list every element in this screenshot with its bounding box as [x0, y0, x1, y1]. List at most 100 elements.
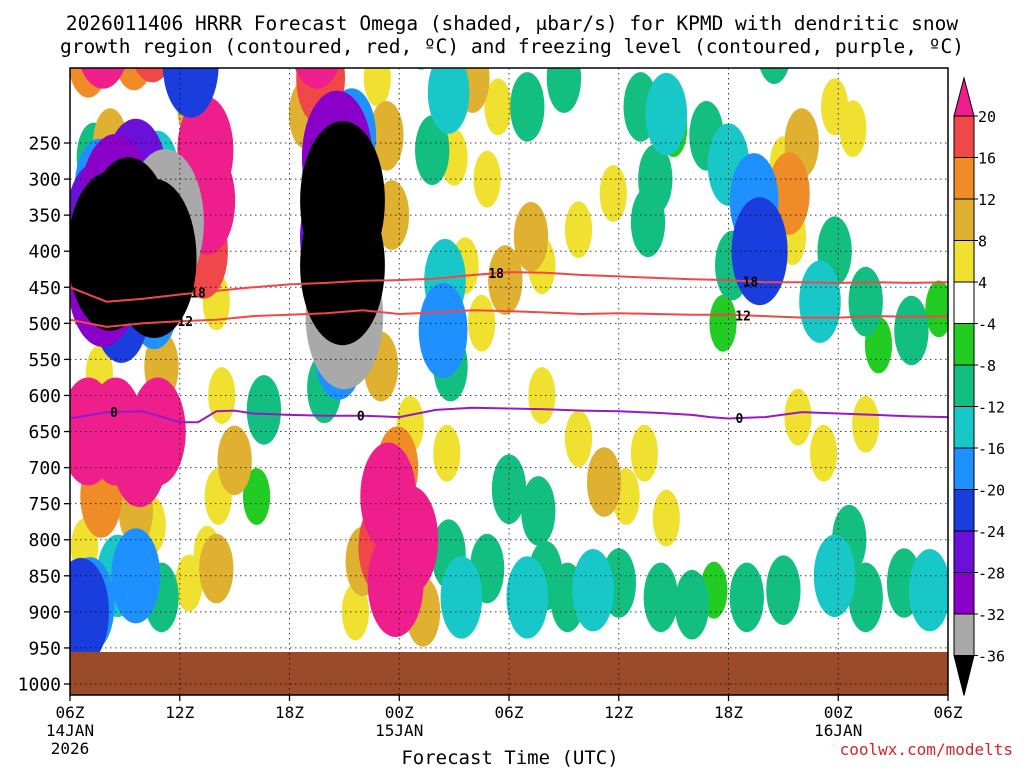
pressure-tick-label: 800	[28, 530, 61, 551]
omega-cell	[813, 534, 856, 617]
time-tick-label: 00Z	[385, 703, 414, 722]
omega-cell	[674, 569, 710, 640]
omega-cell	[564, 410, 593, 468]
colorbar-label: -4	[978, 316, 996, 334]
x-axis-label: Forecast Time (UTC)	[401, 747, 618, 768]
colorbar-label: -24	[978, 523, 1005, 541]
date-label: 16JAN	[814, 721, 862, 740]
credit-text: coolwx.com/modelts	[840, 740, 1013, 759]
time-tick-label: 06Z	[495, 703, 524, 722]
pressure-axis: 250 300 350 400 450 500 550 600 650 700 750 800 850 9…	[18, 134, 70, 696]
contour-label-minus18: 18	[743, 275, 759, 290]
time-tick-label: 00Z	[824, 703, 853, 722]
freezing-level-label: 0	[736, 412, 744, 427]
omega-cell	[521, 476, 556, 546]
colorbar-label: 12	[978, 191, 996, 209]
time-tick-label: 18Z	[714, 703, 743, 722]
pressure-tick-label: 300	[28, 170, 61, 191]
omega-cell	[784, 388, 812, 446]
omega-cell	[729, 562, 764, 633]
year-label: 2026	[51, 739, 90, 758]
time-tick-label: 12Z	[165, 703, 194, 722]
pressure-tick-label: 900	[28, 602, 61, 623]
omega-cell	[586, 447, 622, 517]
omega-cell	[564, 201, 593, 258]
omega-cell	[546, 68, 582, 113]
colorbar-legend: 20 16 12 8 4 -4 -8 -12 -16 -20 -24 -28 -32 -36	[953, 76, 1005, 696]
omega-cell	[369, 101, 404, 171]
omega-cell	[645, 72, 688, 156]
omega-cell	[506, 556, 549, 639]
omega-cell	[908, 549, 948, 632]
contour-label-minus12: 12	[735, 309, 751, 324]
omega-cell	[246, 375, 282, 445]
colorbar-label: -28	[978, 565, 1005, 583]
pressure-tick-label: 450	[28, 278, 61, 299]
omega-cell	[363, 68, 391, 107]
colorbar-label: -12	[978, 399, 1005, 417]
omega-shading	[70, 68, 948, 666]
omega-cell	[199, 533, 234, 604]
omega-cell	[217, 425, 252, 496]
pressure-tick-label: 550	[28, 350, 61, 371]
pressure-tick-label: 950	[28, 638, 61, 659]
omega-cell	[572, 549, 614, 632]
omega-cell	[440, 556, 483, 639]
pressure-tick-label: 700	[28, 458, 61, 479]
omega-cell	[468, 294, 496, 352]
colorbar-label: 16	[978, 150, 996, 168]
omega-cell	[433, 424, 461, 482]
omega-cell	[652, 489, 680, 547]
omega-cell	[848, 266, 883, 337]
date-label: 14JAN	[46, 721, 94, 740]
contour-label-minus18: 18	[488, 267, 504, 282]
omega-cell	[630, 424, 659, 482]
freezing-level-label: 0	[110, 406, 118, 421]
omega-cell	[367, 529, 424, 637]
colorbar-swatch	[953, 613, 975, 656]
omega-cell	[894, 295, 929, 366]
omega-cell	[129, 377, 186, 486]
chart-title-line-1: 2026011406 HRRR Forecast Omega (shaded, …	[66, 12, 958, 35]
chart-title-line-2: growth region (contoured, red, ºC) and f…	[60, 35, 964, 58]
pressure-tick-label: 400	[28, 242, 61, 263]
time-tick-label: 18Z	[275, 703, 304, 722]
omega-cell	[599, 165, 627, 222]
colorbar-top-arrow	[953, 76, 975, 117]
omega-cell	[162, 68, 219, 118]
omega-cell	[810, 424, 838, 482]
omega-cell	[799, 260, 841, 343]
colorbar-label: -32	[978, 606, 1005, 624]
omega-cell	[643, 562, 678, 633]
omega-cell	[484, 78, 512, 136]
omega-cell	[134, 68, 170, 83]
omega-cell	[300, 186, 385, 346]
omega-cell	[510, 72, 545, 142]
colorbar-swatch	[953, 115, 975, 158]
omega-cell	[488, 245, 523, 315]
time-tick-label: 06Z	[934, 703, 963, 722]
pressure-tick-label: 350	[28, 206, 61, 227]
colorbar-swatch	[953, 198, 975, 241]
contour-label-minus18: 18	[190, 287, 206, 302]
omega-cell	[175, 554, 203, 612]
omega-cell	[630, 187, 666, 258]
date-label: 15JAN	[375, 721, 423, 740]
freezing-level-contour	[70, 406, 948, 424]
pressure-tick-label: 250	[28, 134, 61, 155]
colorbar-swatch	[953, 240, 975, 283]
colorbar-label: 4	[978, 274, 987, 292]
pressure-tick-label: 600	[28, 386, 61, 407]
time-tick-label: 06Z	[56, 703, 85, 722]
omega-cell	[208, 367, 236, 424]
colorbar-swatch	[953, 323, 975, 366]
colorbar-swatch	[953, 447, 975, 490]
colorbar-label: -8	[978, 357, 996, 375]
colorbar-swatch	[953, 157, 975, 200]
plot-area: 12 12 18 18 18 0 0 0	[69, 67, 949, 696]
omega-cell	[848, 562, 883, 633]
omega-cell	[418, 282, 468, 379]
omega-cell	[243, 468, 271, 525]
omega-cell	[111, 178, 197, 338]
